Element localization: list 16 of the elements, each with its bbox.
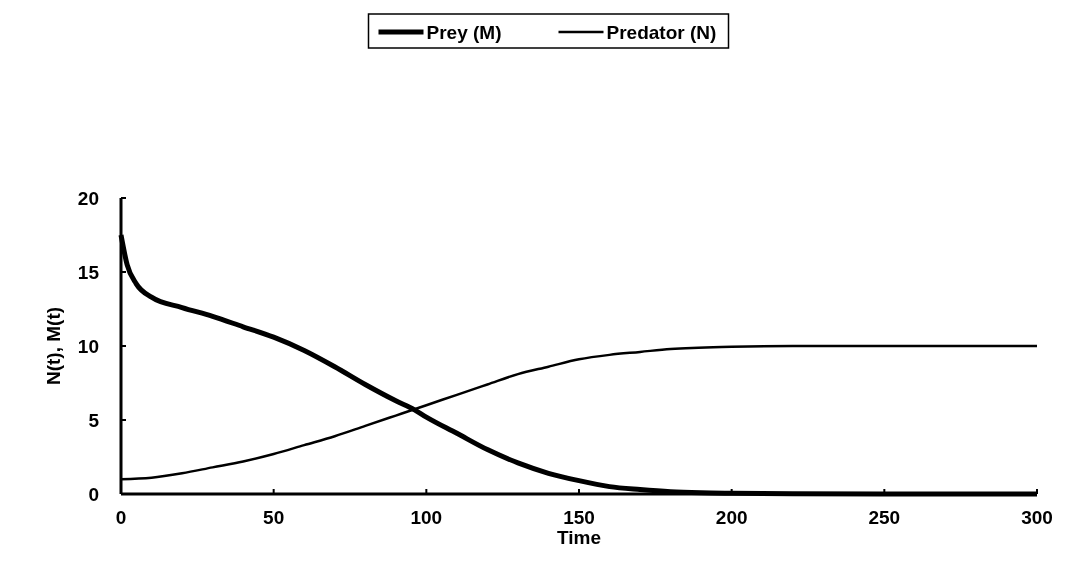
x-tick-label: 100 bbox=[410, 507, 443, 528]
y-tick-label: 20 bbox=[77, 187, 99, 209]
x-tick-label: 200 bbox=[715, 507, 748, 528]
legend-label: Prey (M) bbox=[426, 21, 502, 43]
x-tick-label: 150 bbox=[563, 507, 595, 528]
y-tick-label: 10 bbox=[77, 335, 99, 357]
x-tick-label: 50 bbox=[263, 507, 285, 528]
x-tick-label: 0 bbox=[115, 507, 127, 528]
y-tick-label: 15 bbox=[77, 261, 100, 283]
y-axis-title: N(t), M(t) bbox=[43, 306, 64, 386]
x-tick-label: 250 bbox=[868, 507, 901, 528]
y-tick-label: 0 bbox=[88, 483, 99, 505]
x-axis-title: Time bbox=[556, 527, 602, 548]
y-tick-label: 5 bbox=[88, 409, 100, 431]
legend-label: Predator (N) bbox=[606, 21, 717, 43]
x-tick-label: 300 bbox=[1021, 507, 1053, 528]
